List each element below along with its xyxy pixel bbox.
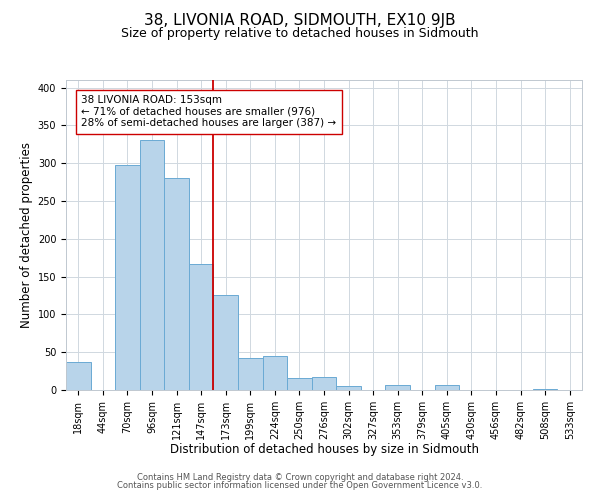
Bar [214, 296, 238, 390]
Bar [115, 164, 140, 390]
Bar [287, 378, 312, 390]
Text: Size of property relative to detached houses in Sidmouth: Size of property relative to detached ho… [121, 28, 479, 40]
Text: Contains public sector information licensed under the Open Government Licence v3: Contains public sector information licen… [118, 481, 482, 490]
Bar [312, 377, 336, 390]
X-axis label: Distribution of detached houses by size in Sidmouth: Distribution of detached houses by size … [170, 444, 479, 456]
Bar [189, 264, 214, 390]
Bar [533, 389, 557, 390]
Bar [140, 140, 164, 390]
Text: 38 LIVONIA ROAD: 153sqm
← 71% of detached houses are smaller (976)
28% of semi-d: 38 LIVONIA ROAD: 153sqm ← 71% of detache… [81, 95, 337, 128]
Bar [434, 386, 459, 390]
Bar [263, 356, 287, 390]
Bar [66, 362, 91, 390]
Text: 38, LIVONIA ROAD, SIDMOUTH, EX10 9JB: 38, LIVONIA ROAD, SIDMOUTH, EX10 9JB [144, 12, 456, 28]
Y-axis label: Number of detached properties: Number of detached properties [20, 142, 34, 328]
Bar [164, 178, 189, 390]
Bar [385, 386, 410, 390]
Text: Contains HM Land Registry data © Crown copyright and database right 2024.: Contains HM Land Registry data © Crown c… [137, 472, 463, 482]
Bar [336, 386, 361, 390]
Bar [238, 358, 263, 390]
